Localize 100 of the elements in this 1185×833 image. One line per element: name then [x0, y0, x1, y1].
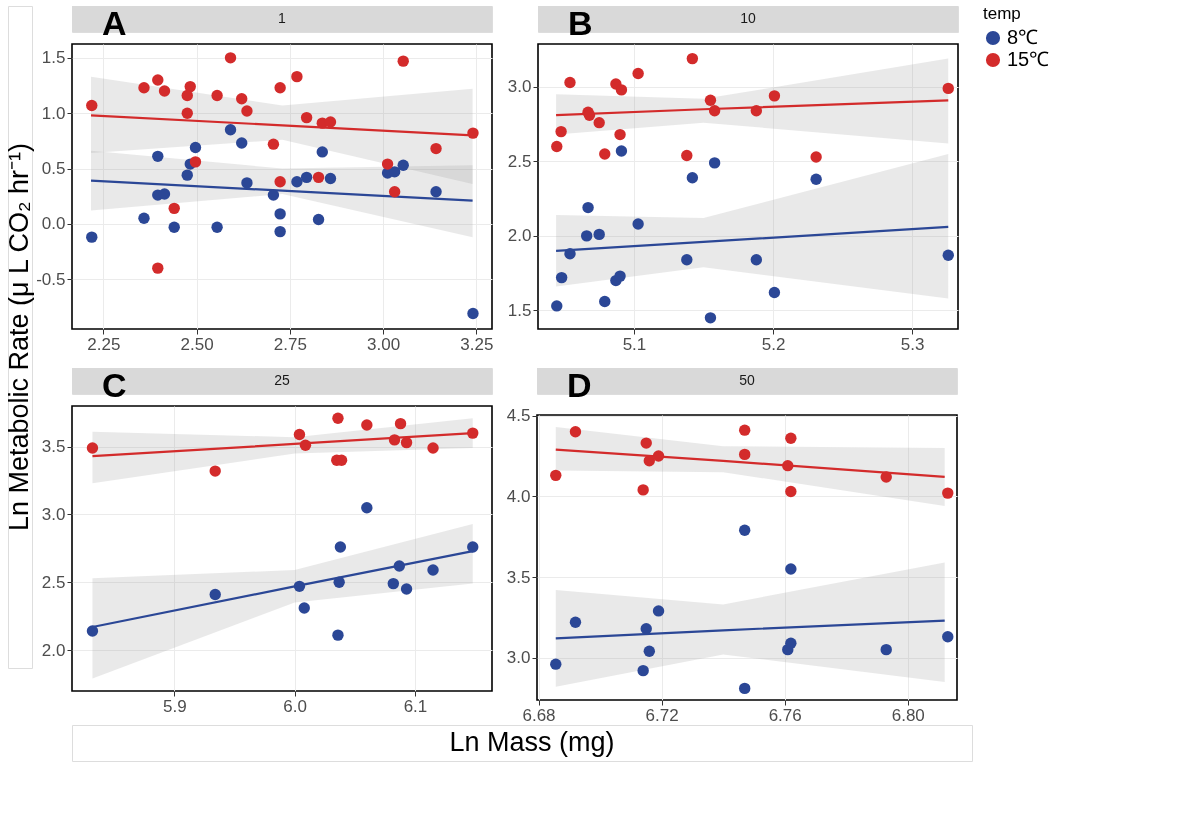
y-tick-label: 0.5 [41, 159, 66, 179]
point [152, 262, 164, 274]
x-tick-label: 2.50 [180, 334, 214, 354]
point [393, 560, 406, 572]
point [86, 625, 99, 637]
point [643, 455, 656, 467]
text: C [102, 366, 127, 404]
point [768, 286, 781, 299]
point [387, 577, 400, 590]
point [569, 426, 582, 438]
point [211, 221, 223, 233]
point [236, 93, 248, 105]
legend-label: 15℃ [1007, 48, 1050, 70]
point [708, 105, 721, 117]
y-tick-label: 4.0 [506, 486, 531, 506]
point [632, 67, 644, 80]
point [86, 231, 98, 243]
x-tick-label: 5.3 [900, 334, 925, 354]
point [324, 172, 337, 185]
point [738, 524, 751, 536]
point [312, 171, 325, 184]
point [550, 469, 562, 482]
point [564, 76, 576, 89]
y-tick-label: 2.5 [41, 572, 66, 592]
point [209, 588, 221, 601]
point [86, 442, 99, 454]
point [168, 202, 180, 215]
point [467, 427, 479, 439]
x-tick-label: 2.25 [87, 334, 121, 354]
point [467, 307, 479, 320]
point [810, 173, 822, 185]
text: A [102, 4, 127, 42]
point [224, 124, 237, 136]
point [430, 142, 442, 155]
y-tick-label: 3.5 [506, 567, 531, 587]
point [810, 151, 822, 163]
point [785, 432, 797, 444]
point [397, 55, 409, 67]
y-tick-label: 2.0 [507, 226, 532, 246]
point [686, 52, 699, 65]
point [643, 645, 656, 657]
y-tick-label: 1.0 [41, 103, 66, 123]
point [750, 254, 763, 266]
point [582, 201, 594, 214]
point [632, 218, 644, 230]
y-axis-title: Ln Metabolic Rate (μ L CO₂ hr⁻¹) [4, 142, 34, 532]
point [267, 138, 280, 150]
y-tick-label: -0.5 [36, 269, 66, 289]
x-tick-label: 5.1 [622, 334, 647, 354]
point [241, 105, 253, 117]
point [181, 169, 193, 181]
point [738, 424, 751, 436]
point [551, 300, 563, 312]
point [599, 148, 611, 160]
point [615, 84, 628, 96]
point [299, 439, 312, 452]
point [942, 249, 954, 261]
point [640, 437, 652, 449]
point [394, 417, 407, 430]
x-tick-label: 5.2 [761, 334, 786, 354]
y-tick-label: 1.5 [41, 48, 66, 68]
x-tick-label: 5.9 [162, 696, 187, 716]
point [942, 487, 954, 499]
x-tick-label: 3.00 [367, 334, 401, 354]
chart-title: 50 [739, 372, 755, 388]
y-tick-label: 2.5 [507, 151, 532, 171]
text: B [568, 4, 593, 42]
x-tick-label: 6.68 [522, 705, 556, 725]
point [782, 459, 794, 472]
point [880, 643, 892, 656]
point [168, 221, 180, 233]
point [388, 186, 401, 198]
point [274, 225, 286, 238]
point [291, 70, 303, 83]
point [569, 616, 582, 628]
y-tick-label: 2.0 [41, 640, 66, 660]
point [427, 564, 439, 576]
point [467, 541, 479, 553]
x-tick-label: 6.1 [403, 696, 428, 716]
point [224, 52, 237, 64]
point [241, 177, 253, 189]
chart-title: 1 [278, 10, 287, 26]
point [942, 631, 954, 643]
point [785, 485, 797, 498]
point [593, 228, 605, 241]
point [361, 502, 373, 514]
y-tick-label: 4.5 [506, 406, 531, 426]
point [138, 82, 150, 94]
point [614, 128, 626, 141]
point [942, 82, 954, 95]
y-tick-label: 0.0 [41, 214, 66, 234]
point [381, 158, 394, 170]
legend-title: temp [983, 4, 1021, 23]
point [652, 605, 665, 617]
point [361, 419, 373, 431]
point [189, 141, 202, 154]
point [640, 622, 652, 635]
point [152, 150, 164, 163]
chart-title: 25 [274, 372, 290, 388]
x-tick-label: 3.25 [460, 334, 494, 354]
